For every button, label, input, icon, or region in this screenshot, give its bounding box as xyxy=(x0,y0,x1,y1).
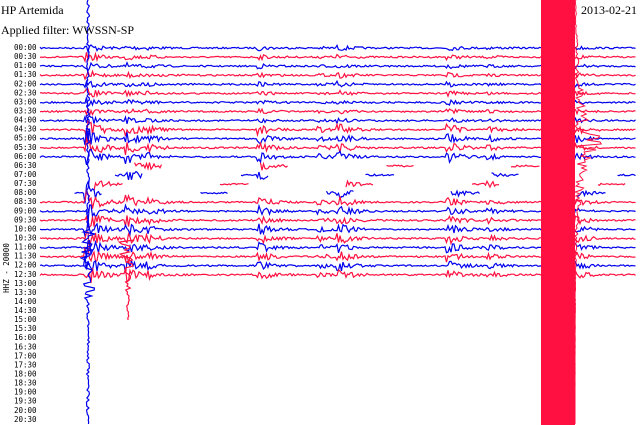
time-label: 20:00 xyxy=(14,406,37,415)
time-label: 20:30 xyxy=(14,415,37,424)
event-burst xyxy=(117,239,135,321)
trace xyxy=(39,127,636,155)
trace xyxy=(39,238,636,262)
trace xyxy=(39,96,636,109)
time-label: 07:00 xyxy=(14,170,37,179)
trace xyxy=(39,240,636,272)
trace xyxy=(39,220,636,241)
time-labels: 00:0000:3001:0001:3002:0002:3003:0003:30… xyxy=(14,43,37,424)
trace xyxy=(39,148,636,166)
time-label: 02:30 xyxy=(14,88,37,97)
time-label: 01:30 xyxy=(14,70,37,79)
time-label: 01:00 xyxy=(14,61,37,70)
time-label: 13:00 xyxy=(14,279,37,288)
time-label: 19:00 xyxy=(14,388,37,397)
traces xyxy=(39,0,636,425)
trace xyxy=(39,255,636,279)
trace xyxy=(39,79,636,90)
time-label: 12:00 xyxy=(14,261,37,270)
time-label: 15:00 xyxy=(14,315,37,324)
trace xyxy=(39,261,636,285)
trace xyxy=(39,132,636,163)
time-label: 04:30 xyxy=(14,125,37,134)
trace xyxy=(133,161,540,171)
trace xyxy=(39,188,636,212)
time-label: 11:00 xyxy=(14,243,37,252)
time-label: 03:00 xyxy=(14,97,37,106)
trace xyxy=(39,230,636,249)
time-label: 14:00 xyxy=(14,297,37,306)
time-label: 07:30 xyxy=(14,179,37,188)
trace xyxy=(39,210,636,237)
time-label: 18:00 xyxy=(14,370,37,379)
event-coda xyxy=(573,0,603,424)
time-label: 08:00 xyxy=(14,188,37,197)
trace xyxy=(39,69,636,84)
time-label: 05:30 xyxy=(14,143,37,152)
trace xyxy=(39,61,636,72)
trace xyxy=(39,119,636,144)
time-label: 03:30 xyxy=(14,106,37,115)
time-label: 15:30 xyxy=(14,324,37,333)
trace xyxy=(93,179,626,191)
time-label: 06:00 xyxy=(14,152,37,161)
time-label: 13:30 xyxy=(14,288,37,297)
time-label: 10:00 xyxy=(14,224,37,233)
time-label: 09:30 xyxy=(14,215,37,224)
trace xyxy=(39,113,636,126)
date-label: 2013-02-21 xyxy=(581,3,637,17)
time-label: 12:30 xyxy=(14,270,37,279)
time-label: 02:00 xyxy=(14,79,37,88)
event-spike xyxy=(79,0,96,425)
trace xyxy=(39,49,636,64)
time-label: 16:00 xyxy=(14,333,37,342)
trace xyxy=(39,203,636,226)
time-label: 04:00 xyxy=(14,116,37,125)
time-label: 17:00 xyxy=(14,351,37,360)
event-block xyxy=(541,0,575,425)
trace xyxy=(114,170,636,181)
trace xyxy=(39,104,636,117)
filter-label: Applied filter: WWSSN-SP xyxy=(1,23,134,37)
time-label: 18:30 xyxy=(14,379,37,388)
time-label: 08:30 xyxy=(14,197,37,206)
time-label: 06:30 xyxy=(14,161,37,170)
time-label: 11:30 xyxy=(14,252,37,261)
time-label: 17:30 xyxy=(14,360,37,369)
time-label: 00:00 xyxy=(14,43,37,52)
time-label: 19:30 xyxy=(14,397,37,406)
time-label: 10:30 xyxy=(14,233,37,242)
trace xyxy=(39,41,636,54)
time-label: 09:00 xyxy=(14,206,37,215)
channel-label: HHZ - 20000 xyxy=(2,243,11,293)
station-name: HP Artemida xyxy=(1,3,64,17)
time-label: 16:30 xyxy=(14,342,37,351)
trace xyxy=(39,86,636,100)
time-label: 14:30 xyxy=(14,306,37,315)
time-label: 00:30 xyxy=(14,52,37,61)
time-label: 05:00 xyxy=(14,134,37,143)
